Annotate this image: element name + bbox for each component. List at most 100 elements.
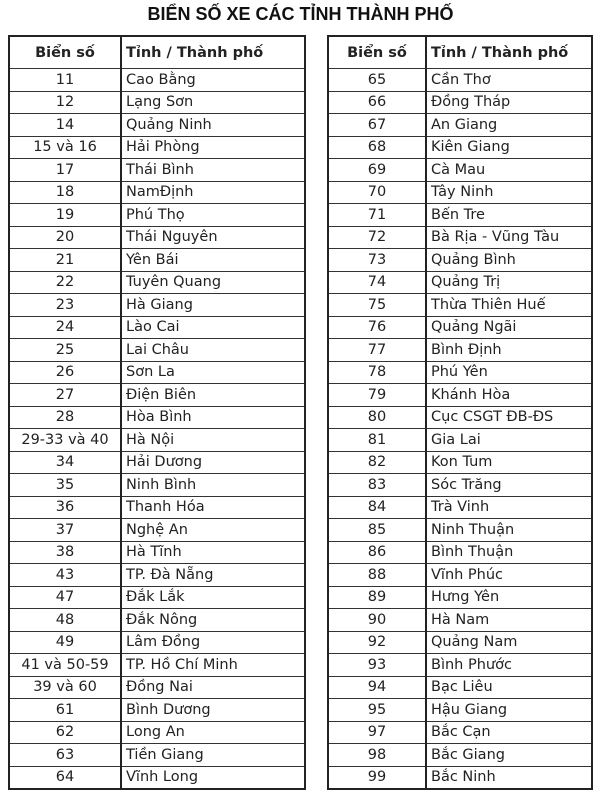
plate-number-cell: 82 — [327, 450, 427, 474]
table-row: 21 Yên Bái — [8, 248, 306, 272]
province-cell: Ninh Thuận — [425, 518, 593, 542]
plate-number-cell: 49 — [8, 630, 122, 654]
province-cell: Sơn La — [120, 360, 306, 384]
province-cell: Yên Bái — [120, 248, 306, 272]
table-row: 18 NamĐịnh — [8, 180, 306, 204]
header-plate: Biển số — [8, 35, 122, 69]
table-row: 61 Bình Dương — [8, 698, 306, 722]
province-cell: Cần Thơ — [425, 68, 593, 92]
plate-number-cell: 77 — [327, 338, 427, 362]
province-cell: Thừa Thiên Huế — [425, 293, 593, 317]
province-cell: Phú Yên — [425, 360, 593, 384]
province-cell: Bạc Liêu — [425, 675, 593, 699]
table-header: Biển số Tỉnh / Thành phố — [8, 35, 306, 69]
table-row: 98 Bắc Giang — [327, 743, 593, 767]
table-row: 77 Bình Định — [327, 338, 593, 362]
plate-number-cell: 76 — [327, 315, 427, 339]
plate-number-cell: 23 — [8, 293, 122, 317]
table-row: 86 Bình Thuận — [327, 540, 593, 564]
province-cell: NamĐịnh — [120, 180, 306, 204]
province-cell: Bình Dương — [120, 698, 306, 722]
plate-number-cell: 17 — [8, 158, 122, 182]
table-header: Biển số Tỉnh / Thành phố — [327, 35, 593, 69]
province-cell: Tuyên Quang — [120, 270, 306, 294]
plate-number-cell: 18 — [8, 180, 122, 204]
province-cell: Hà Tĩnh — [120, 540, 306, 564]
table-row: 35 Ninh Bình — [8, 473, 306, 497]
plate-number-cell: 70 — [327, 180, 427, 204]
table-row: 65 Cần Thơ — [327, 68, 593, 92]
table-row: 72 Bà Rịa - Vũng Tàu — [327, 225, 593, 249]
page-title: BIỂN SỐ XE CÁC TỈNH THÀNH PHỐ — [147, 4, 454, 24]
province-cell: Thanh Hóa — [120, 495, 306, 519]
province-cell: Đồng Nai — [120, 675, 306, 699]
table-row: 38 Hà Tĩnh — [8, 540, 306, 564]
province-cell: Bắc Giang — [425, 743, 593, 767]
table-row: 29-33 và 40 Hà Nội — [8, 428, 306, 452]
plate-number-cell: 99 — [327, 765, 427, 790]
table-row: 68 Kiên Giang — [327, 135, 593, 159]
table-row: 71 Bến Tre — [327, 203, 593, 227]
plate-number-cell: 92 — [327, 630, 427, 654]
plates-table-right: Biển số Tỉnh / Thành phố 65 Cần Thơ 66 Đồng… — [327, 35, 593, 790]
province-cell: Phú Thọ — [120, 203, 306, 227]
province-cell: Quảng Ninh — [120, 113, 306, 137]
table-row: 67 An Giang — [327, 113, 593, 137]
plate-number-cell: 78 — [327, 360, 427, 384]
table-row: 17 Thái Bình — [8, 158, 306, 182]
table-row: 93 Bình Phước — [327, 653, 593, 677]
province-cell: Bắc Ninh — [425, 765, 593, 790]
plate-number-cell: 61 — [8, 698, 122, 722]
plate-number-cell: 47 — [8, 585, 122, 609]
plate-number-cell: 81 — [327, 428, 427, 452]
province-cell: Bà Rịa - Vũng Tàu — [425, 225, 593, 249]
plate-number-cell: 20 — [8, 225, 122, 249]
plate-number-cell: 35 — [8, 473, 122, 497]
province-cell: Hải Dương — [120, 450, 306, 474]
plate-number-cell: 88 — [327, 563, 427, 587]
province-cell: Bình Định — [425, 338, 593, 362]
plate-number-cell: 86 — [327, 540, 427, 564]
table-row: 64 Vĩnh Long — [8, 765, 306, 790]
table-row: 15 và 16 Hải Phòng — [8, 135, 306, 159]
table-row: 22 Tuyên Quang — [8, 270, 306, 294]
plate-number-cell: 66 — [327, 90, 427, 114]
table-row: 20 Thái Nguyên — [8, 225, 306, 249]
header-plate: Biển số — [327, 35, 427, 69]
table-row: 94 Bạc Liêu — [327, 675, 593, 699]
table-row: 23 Hà Giang — [8, 293, 306, 317]
table-row: 34 Hải Dương — [8, 450, 306, 474]
plate-number-cell: 14 — [8, 113, 122, 137]
plate-number-cell: 22 — [8, 270, 122, 294]
province-cell: Điện Biên — [120, 383, 306, 407]
plate-number-cell: 25 — [8, 338, 122, 362]
province-cell: Bình Phước — [425, 653, 593, 677]
province-cell: Bắc Cạn — [425, 720, 593, 744]
plate-number-cell: 11 — [8, 68, 122, 92]
province-cell: Cà Mau — [425, 158, 593, 182]
table-row: 26 Sơn La — [8, 360, 306, 384]
province-cell: Đồng Tháp — [425, 90, 593, 114]
table-row: 39 và 60 Đồng Nai — [8, 675, 306, 699]
province-cell: Trà Vinh — [425, 495, 593, 519]
table-row: 85 Ninh Thuận — [327, 518, 593, 542]
table-row: 97 Bắc Cạn — [327, 720, 593, 744]
table-row: 89 Hưng Yên — [327, 585, 593, 609]
table-row: 19 Phú Thọ — [8, 203, 306, 227]
table-row: 90 Hà Nam — [327, 608, 593, 632]
province-cell: An Giang — [425, 113, 593, 137]
province-cell: Quảng Nam — [425, 630, 593, 654]
province-cell: Hòa Bình — [120, 405, 306, 429]
plate-number-cell: 64 — [8, 765, 122, 790]
province-cell: Vĩnh Long — [120, 765, 306, 790]
table-row: 25 Lai Châu — [8, 338, 306, 362]
table-row: 88 Vĩnh Phúc — [327, 563, 593, 587]
province-cell: Hậu Giang — [425, 698, 593, 722]
table-row: 80 Cục CSGT ĐB-ĐS — [327, 405, 593, 429]
plate-number-cell: 95 — [327, 698, 427, 722]
table-row: 62 Long An — [8, 720, 306, 744]
table-row: 73 Quảng Bình — [327, 248, 593, 272]
plates-table-left: Biển số Tỉnh / Thành phố 11 Cao Bằng 12 Lạn… — [8, 35, 306, 790]
province-cell: Bến Tre — [425, 203, 593, 227]
province-cell: Hà Nam — [425, 608, 593, 632]
